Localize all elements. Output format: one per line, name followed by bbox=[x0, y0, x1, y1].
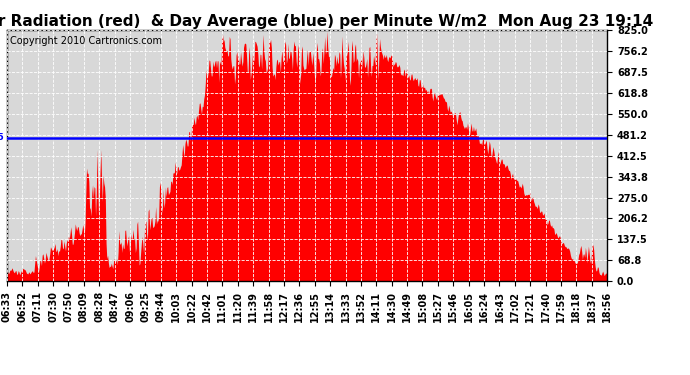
Text: Copyright 2010 Cartronics.com: Copyright 2010 Cartronics.com bbox=[10, 36, 162, 46]
Text: 470.65: 470.65 bbox=[0, 134, 4, 142]
Title: Solar Radiation (red)  & Day Average (blue) per Minute W/m2  Mon Aug 23 19:14: Solar Radiation (red) & Day Average (blu… bbox=[0, 14, 653, 29]
